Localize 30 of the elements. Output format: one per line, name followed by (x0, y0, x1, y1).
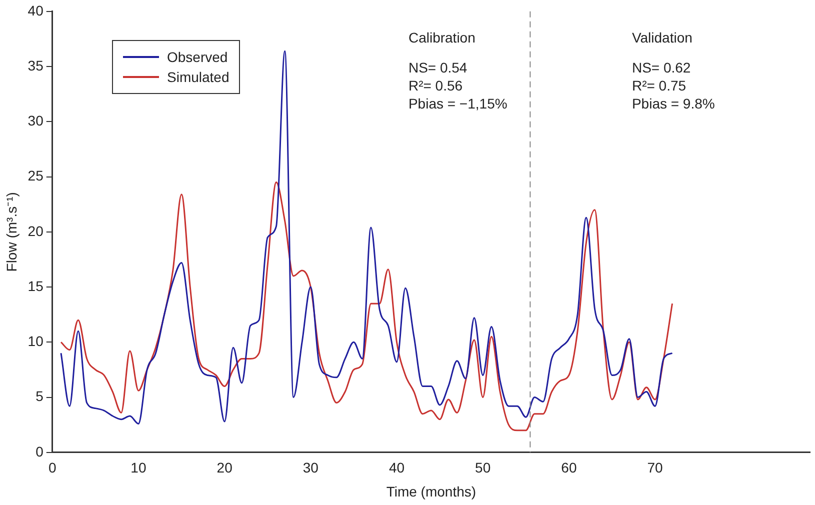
y-axis-title: Flow (m³.s⁻¹) (3, 192, 20, 272)
annotation: NS= 0.54 (408, 59, 468, 76)
y-tick-label: 0 (36, 443, 44, 460)
y-tick-label: 25 (28, 168, 44, 184)
x-tick-label: 70 (647, 460, 664, 476)
x-tick-label: 60 (561, 460, 577, 476)
annotation: Calibration (408, 29, 476, 46)
y-tick-label: 10 (28, 333, 44, 350)
x-tick-label: 30 (302, 460, 319, 476)
x-tick-label: 40 (388, 460, 405, 476)
y-tick-label: 30 (28, 112, 44, 129)
y-tick-label: 20 (28, 222, 44, 239)
annotation: R²= 0.56 (408, 77, 463, 94)
annotation: R²= 0.75 (632, 77, 686, 94)
y-tick-label: 5 (36, 388, 44, 404)
annotation: NS= 0.62 (632, 59, 691, 76)
annotation: Pbias = −1,15% (408, 95, 508, 112)
x-axis-title: Time (months) (386, 483, 476, 500)
y-tick-label: 15 (28, 278, 44, 294)
x-tick-label: 0 (48, 460, 56, 476)
y-tick-label: 35 (28, 57, 44, 74)
legend-label: Simulated (167, 68, 230, 87)
annotation: Pbias = 9.8% (632, 95, 715, 112)
x-tick-label: 50 (475, 460, 491, 476)
annotation: Validation (632, 29, 692, 46)
x-tick-label: 20 (216, 460, 233, 476)
line-series (60, 182, 673, 432)
y-tick-label: 40 (28, 2, 44, 18)
legend-label: Observed (167, 48, 228, 67)
x-tick-label: 10 (130, 460, 146, 476)
